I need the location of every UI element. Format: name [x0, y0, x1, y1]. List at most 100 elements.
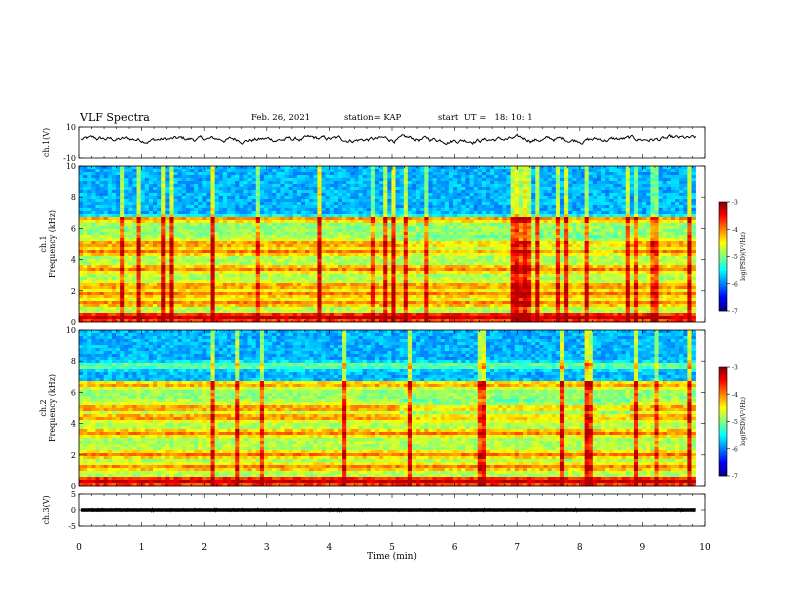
spectrogram-cell: [87, 175, 92, 179]
spectrogram-cell: [206, 241, 211, 245]
spectrogram-cell: [231, 172, 236, 176]
spectrogram-cell: [210, 193, 215, 197]
spectrogram-cell: [132, 235, 137, 239]
spectrogram-cell: [675, 178, 680, 182]
spectrogram-cell: [568, 184, 573, 188]
spectrogram-cell: [625, 193, 631, 197]
spectrogram-cell: [547, 193, 553, 197]
spectrogram-cell: [629, 208, 635, 212]
spectrogram-cell: [374, 199, 380, 203]
spectrogram-cell: [391, 172, 396, 176]
spectrogram-cell: [95, 232, 100, 236]
spectrogram-cell: [243, 211, 248, 215]
spectrogram-cell: [477, 253, 483, 257]
spectrogram-cell: [613, 211, 618, 215]
spectrogram-cell: [613, 214, 618, 218]
spectrogram-cell: [453, 175, 458, 179]
spectrogram-cell: [539, 244, 544, 248]
spectrogram-cell: [609, 190, 614, 194]
spectrogram-cell: [280, 202, 285, 206]
spectrogram-cell: [461, 247, 466, 251]
spectrogram-cell: [329, 172, 335, 176]
spectrogram-cell: [325, 238, 331, 242]
spectrogram-cell: [572, 226, 577, 230]
spectrogram-cell: [181, 262, 187, 266]
spectrogram-cell: [629, 181, 635, 185]
spectrogram-cell: [362, 262, 368, 266]
spectrogram-cell: [272, 223, 277, 227]
spectrogram-cell: [317, 235, 322, 239]
spectrogram-cell: [280, 232, 285, 236]
spectrogram-cell: [650, 211, 655, 215]
spectrogram-cell: [502, 196, 507, 200]
spectrogram-cell: [366, 175, 372, 179]
spectrogram-cell: [333, 175, 339, 179]
spectrogram-cell: [436, 190, 442, 194]
spectrogram-cell: [276, 166, 281, 170]
spectrogram-cell: [325, 262, 331, 266]
spectrogram-cell: [387, 175, 392, 179]
spectrogram-cell: [370, 253, 376, 257]
spectrogram-cell: [346, 202, 351, 206]
spectrogram-cell: [185, 202, 191, 206]
spectrogram-cell: [111, 184, 117, 188]
spectrogram-cell: [284, 232, 289, 236]
spectrogram-cell: [379, 175, 384, 179]
spectrogram-cell: [642, 220, 647, 224]
spectrogram-cell: [288, 178, 294, 182]
spectrogram-cell: [485, 199, 491, 203]
spectrogram-cell: [621, 229, 627, 233]
spectrogram-cell: [551, 193, 557, 197]
spectrogram-cell: [646, 184, 651, 188]
spectrogram-cell: [477, 199, 483, 203]
spectrogram-cell: [370, 190, 376, 194]
spectrogram-cell: [194, 262, 199, 266]
spectrogram-cell: [346, 196, 351, 200]
spectrogram-cell: [214, 235, 220, 239]
spectrogram-cell: [124, 232, 129, 236]
spectrogram-cell: [522, 199, 528, 203]
spectrogram-cell: [111, 250, 117, 254]
spectrogram-cell: [559, 247, 565, 251]
spectrogram-cell: [568, 250, 573, 254]
spectrogram-cell: [691, 166, 696, 170]
spectrogram-cell: [272, 235, 277, 239]
spectrogram-cell: [596, 235, 602, 239]
spectrogram-cell: [362, 211, 368, 215]
spectrogram-cell: [218, 217, 224, 221]
spectrogram-cell: [95, 208, 100, 212]
spectrogram-cell: [136, 223, 141, 227]
spectrogram-cell: [481, 166, 487, 170]
spectrogram-cell: [239, 181, 244, 185]
spectrogram-cell: [650, 175, 655, 179]
spectrogram-cell: [239, 232, 244, 236]
spectrogram-cell: [407, 226, 413, 230]
spectrogram-cell: [177, 205, 183, 209]
spectrogram-cell: [481, 184, 487, 188]
spectrogram-cell: [157, 232, 162, 236]
spectrogram-cell: [391, 187, 396, 191]
spectrogram-cell: [490, 244, 495, 248]
spectrogram-cell: [551, 187, 557, 191]
spectrogram-cell: [111, 241, 117, 245]
spectrogram-cell: [350, 244, 355, 248]
spectrogram-cell: [243, 190, 248, 194]
spectrogram-cell: [383, 238, 388, 242]
spectrogram-cell: [461, 172, 466, 176]
spectrogram-cell: [502, 223, 507, 227]
spectrogram-cell: [292, 190, 298, 194]
spectrogram-cell: [650, 214, 655, 218]
spectrogram-cell: [424, 259, 429, 263]
spectrogram-cell: [342, 226, 347, 230]
spectrogram-cell: [457, 253, 462, 257]
spectrogram-cell: [243, 178, 248, 182]
spectrogram-cell: [609, 208, 614, 212]
spectrogram-cell: [374, 202, 380, 206]
spectrogram-cell: [91, 187, 96, 191]
spectrogram-cell: [465, 214, 470, 218]
spectrogram-cell: [111, 199, 117, 203]
spectrogram-cell: [691, 196, 696, 200]
spectrogram-cell: [107, 208, 113, 212]
spectrogram-cell: [239, 244, 244, 248]
spectrogram-cell: [448, 211, 454, 215]
